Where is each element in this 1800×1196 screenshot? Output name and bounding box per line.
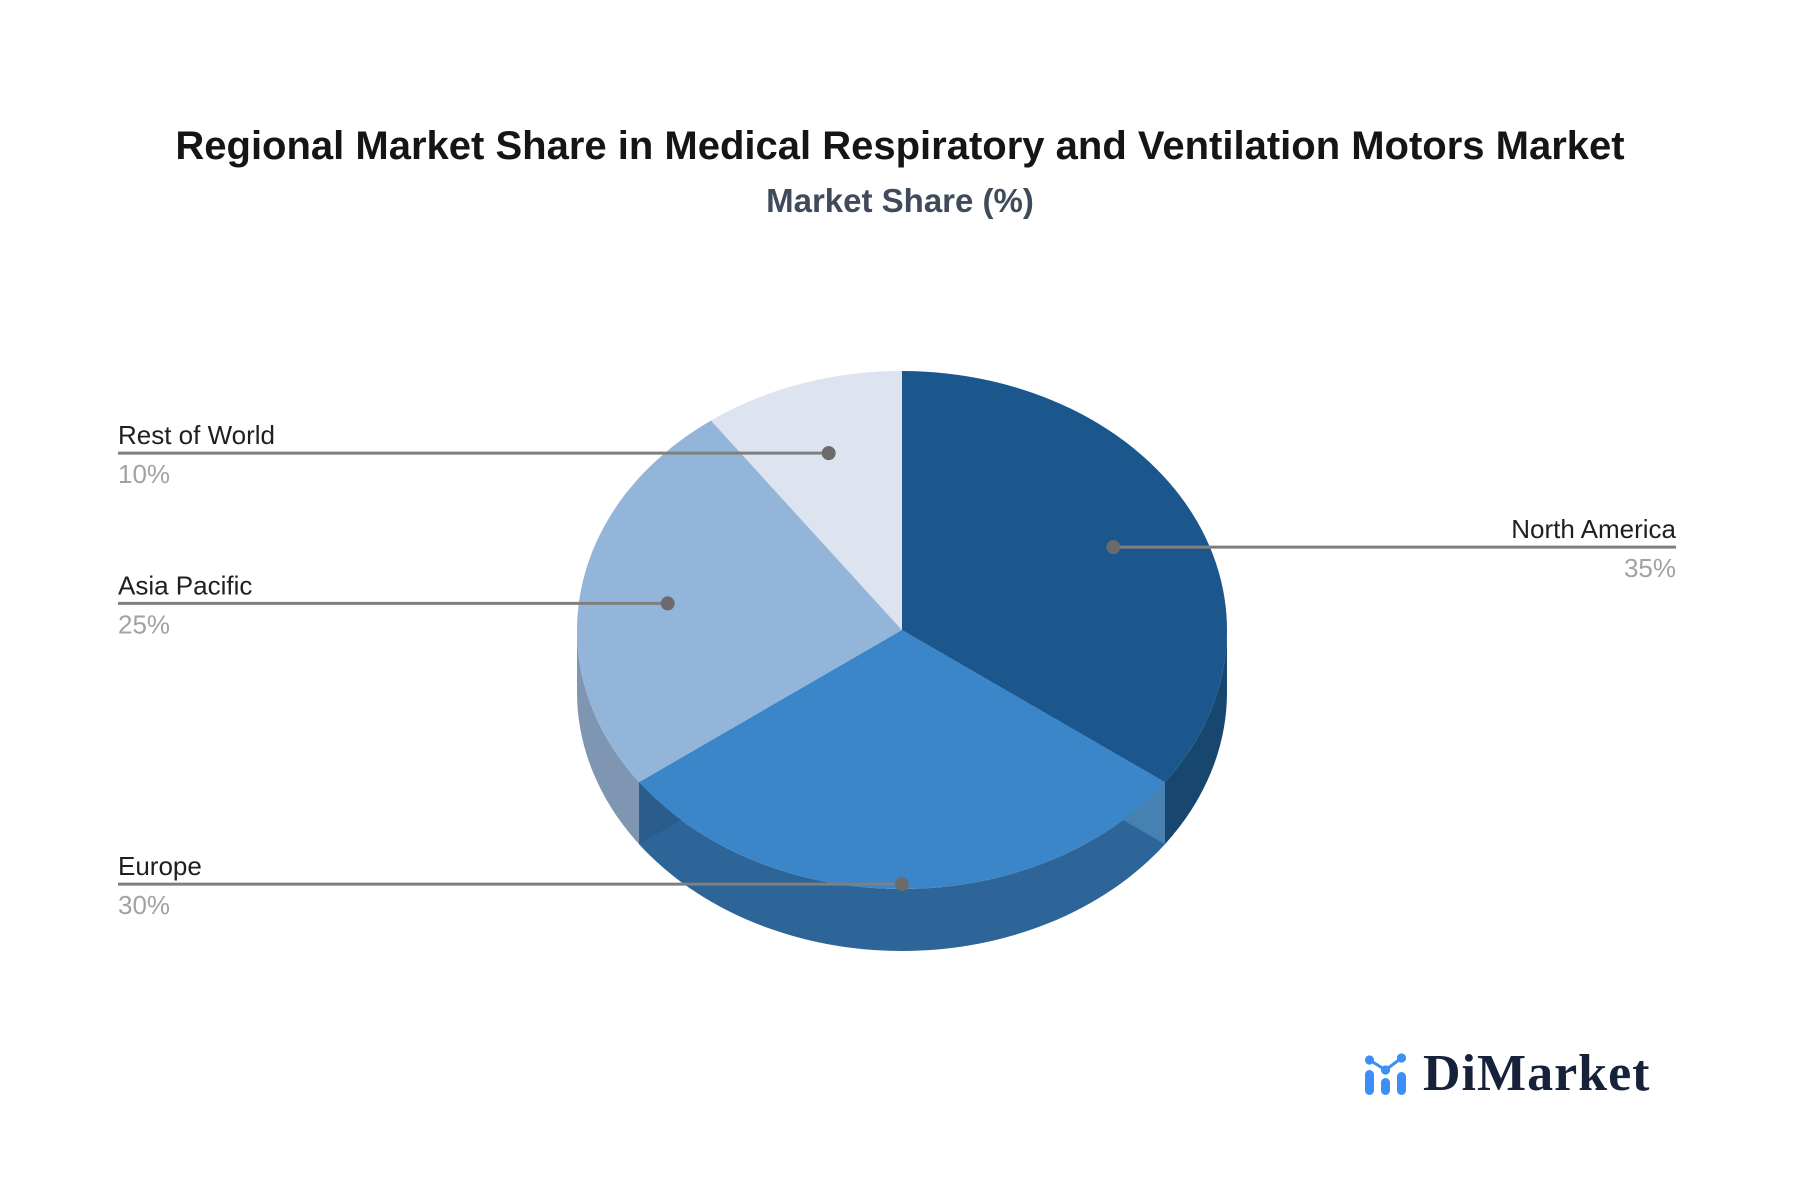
slice-value-asia-pacific: 25% bbox=[118, 609, 170, 639]
pie-slice-side-europe bbox=[639, 782, 1165, 952]
bar-chart-trend-icon bbox=[1364, 1053, 1407, 1095]
slice-value-north-america: 35% bbox=[1624, 553, 1676, 583]
chart-subtitle: Market Share (%) bbox=[766, 182, 1034, 219]
brand-logo: DiMarket bbox=[1363, 1040, 1650, 1100]
slice-label-europe: Europe bbox=[118, 851, 202, 881]
slice-value-europe: 30% bbox=[118, 890, 170, 920]
leader-dot-asia-pacific bbox=[660, 596, 675, 611]
leader-dot-europe bbox=[895, 877, 909, 892]
pie-slice-side-north-america bbox=[1164, 630, 1227, 845]
slice-label-north-america: North America bbox=[1511, 514, 1676, 544]
chart-title: Regional Market Share in Medical Respira… bbox=[175, 124, 1625, 168]
slice-label-asia-pacific: Asia Pacific bbox=[118, 570, 252, 600]
slice-value-rest-of-world: 10% bbox=[118, 459, 170, 489]
leader-dot-north-america bbox=[1106, 540, 1121, 555]
pie-slice-side-asia-pacific bbox=[577, 630, 640, 845]
brand-logo-text: DiMarket bbox=[1423, 1045, 1651, 1102]
pie-slice-asia-pacific[interactable] bbox=[577, 420, 902, 783]
leader-dot-rest-of-world bbox=[821, 446, 836, 461]
pie-slice-europe[interactable] bbox=[639, 630, 1165, 890]
slice-label-rest-of-world: Rest of World bbox=[118, 420, 275, 450]
pie-slice-north-america[interactable] bbox=[902, 371, 1227, 783]
pie-slice-rest-of-world[interactable] bbox=[710, 371, 902, 630]
